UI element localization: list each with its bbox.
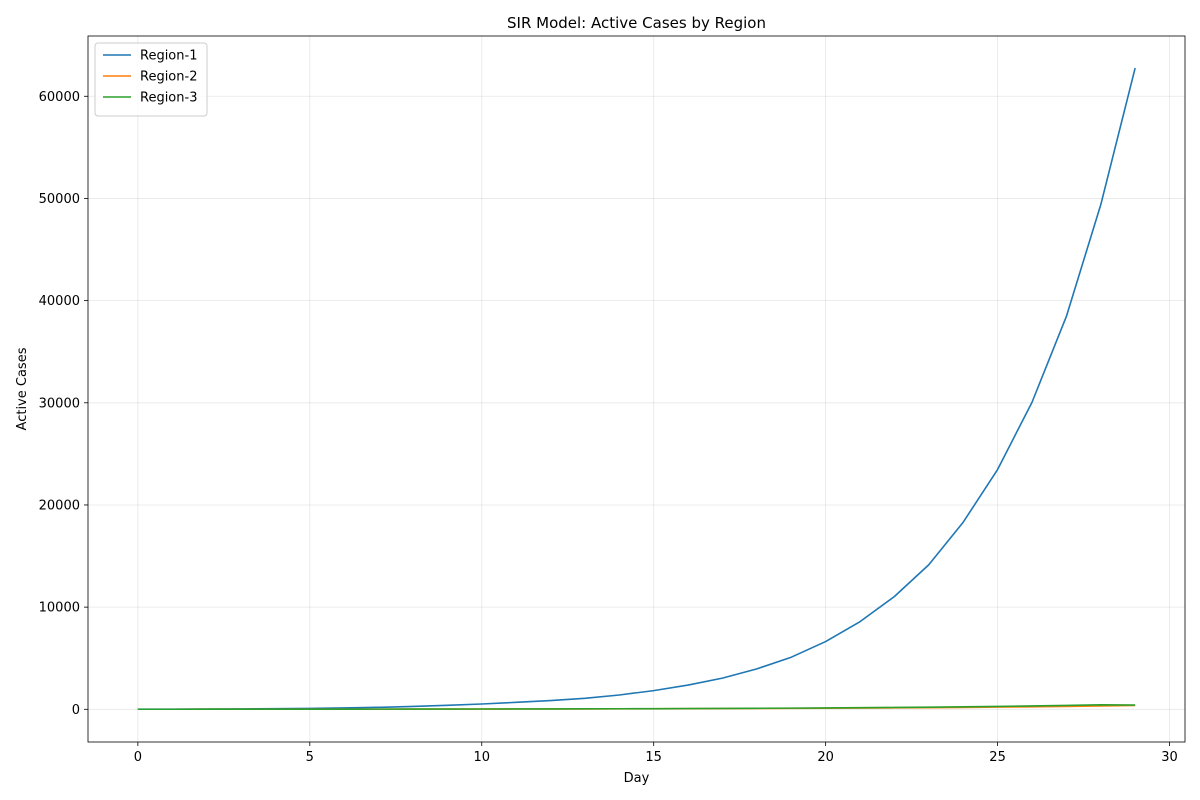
x-tick-label: 5 bbox=[306, 750, 314, 765]
y-tick-label: 60000 bbox=[39, 90, 80, 105]
plot-area-frame bbox=[87, 35, 1186, 743]
y-tick-label: 50000 bbox=[39, 192, 80, 207]
x-tick-label: 25 bbox=[989, 750, 1006, 765]
series-line-region-3 bbox=[137, 703, 1136, 711]
x-tick-label: 20 bbox=[817, 750, 834, 765]
x-tick-label: 10 bbox=[473, 750, 490, 765]
x-axis-ticks: 0 5 10 15 20 25 30 bbox=[134, 742, 1178, 765]
series-line-region-1 bbox=[137, 67, 1136, 711]
legend: Region-1 Region-2 Region-3 bbox=[94, 42, 208, 117]
x-axis-label: Day bbox=[624, 771, 650, 786]
legend-label: Region-2 bbox=[140, 70, 197, 85]
x-tick-label: 0 bbox=[134, 750, 142, 765]
legend-label: Region-3 bbox=[140, 91, 197, 106]
chart-title: SIR Model: Active Cases by Region bbox=[507, 14, 766, 32]
y-axis-label: Active Cases bbox=[15, 347, 30, 430]
grid bbox=[88, 36, 1185, 742]
x-tick-label: 15 bbox=[645, 750, 662, 765]
y-tick-label: 0 bbox=[72, 703, 80, 718]
legend-label: Region-1 bbox=[140, 49, 197, 64]
y-tick-label: 10000 bbox=[39, 601, 80, 616]
y-axis-ticks: 0 10000 20000 30000 40000 50000 60000 bbox=[39, 90, 88, 718]
y-tick-label: 20000 bbox=[39, 498, 80, 513]
series-lines bbox=[137, 67, 1136, 711]
x-tick-label: 30 bbox=[1161, 750, 1178, 765]
y-tick-label: 30000 bbox=[39, 396, 80, 411]
y-tick-label: 40000 bbox=[39, 294, 80, 309]
